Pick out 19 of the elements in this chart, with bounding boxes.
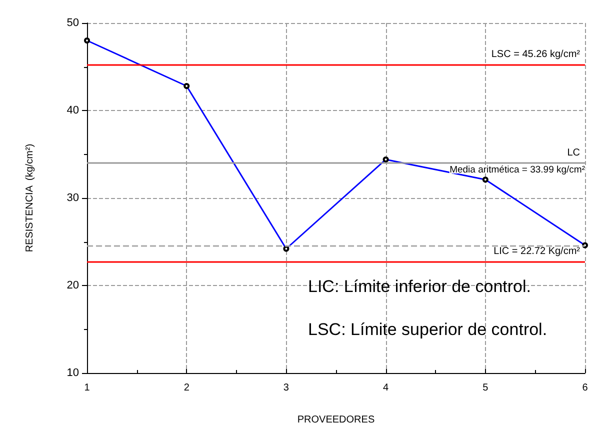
annotation: LSC: Límite superior de control. (308, 320, 548, 339)
x-tick-label: 4 (383, 382, 390, 394)
x-tick-label: 3 (283, 382, 290, 394)
y-tick-label: 40 (66, 104, 79, 116)
ref-line-label: LC (567, 148, 580, 159)
y-axis-title: RESISTENCIA (kg/cm²) (24, 144, 36, 252)
annotation: LIC: Límite inferior de control. (308, 277, 531, 296)
y-tick-label: 10 (66, 367, 79, 379)
x-tick-label: 6 (582, 382, 588, 394)
y-tick-label: 50 (66, 17, 79, 29)
ref-line-label: LSC = 45.26 kg/cm² (491, 48, 581, 60)
x-axis-title: PROVEEDORES (297, 414, 375, 426)
annotation: Media aritmética = 33.99 kg/cm² (450, 164, 585, 176)
x-tick-label: 1 (84, 382, 90, 394)
y-tick-label: 20 (66, 280, 79, 292)
x-tick-label: 5 (482, 382, 489, 394)
y-tick-label: 30 (66, 192, 79, 204)
ref-line-label: LIC = 22.72 Kg/cm² (494, 246, 581, 258)
x-tick-label: 2 (184, 382, 190, 394)
